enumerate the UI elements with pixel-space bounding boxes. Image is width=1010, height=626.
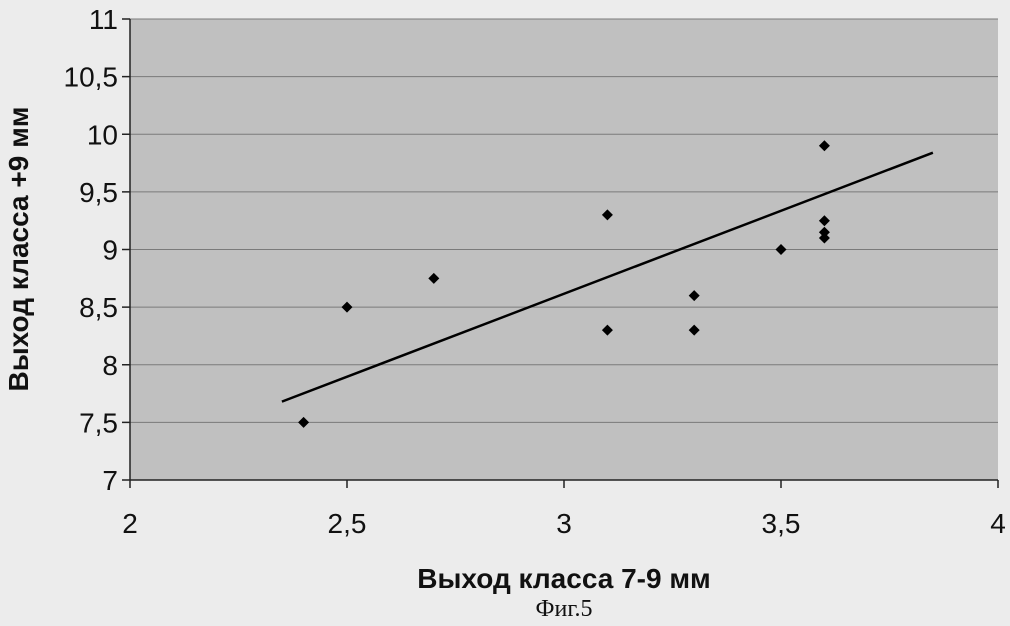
y-tick-label: 9,5 bbox=[79, 177, 118, 208]
x-axis-title: Выход класса 7-9 мм bbox=[417, 563, 711, 594]
x-tick-label: 4 bbox=[990, 508, 1006, 539]
y-tick-label: 8 bbox=[102, 350, 118, 381]
x-tick-label: 2,5 bbox=[328, 508, 367, 539]
y-tick-label: 9 bbox=[102, 235, 118, 266]
y-tick-label: 8,5 bbox=[79, 292, 118, 323]
y-axis-title: Выход класса +9 мм bbox=[3, 107, 34, 392]
y-tick-label: 7,5 bbox=[79, 407, 118, 438]
x-tick-labels: 2 2,5 3 3,5 4 bbox=[122, 508, 1006, 539]
y-tick-label: 10 bbox=[87, 119, 118, 150]
y-tick-label: 10,5 bbox=[64, 62, 119, 93]
y-tick-label: 11 bbox=[89, 4, 118, 35]
x-tick-label: 2 bbox=[122, 508, 138, 539]
y-tick-label: 7 bbox=[102, 465, 118, 496]
figure-caption: Фиг.5 bbox=[536, 596, 593, 622]
y-tick-labels: 7 7,5 8 8,5 9 9,5 10 10,5 11 bbox=[64, 4, 119, 496]
x-tick-label: 3,5 bbox=[762, 508, 801, 539]
x-tick-label: 3 bbox=[556, 508, 572, 539]
